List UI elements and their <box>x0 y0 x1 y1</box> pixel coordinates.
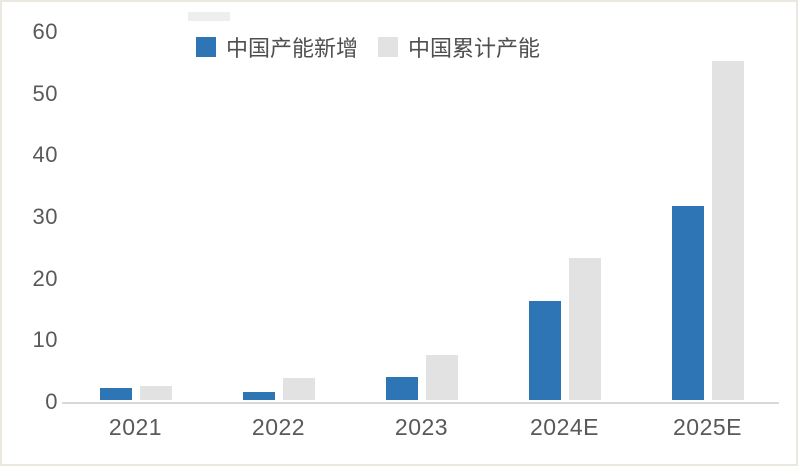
legend-label: 中国产能新增 <box>226 36 359 61</box>
x-axis-label-2022: 2022 <box>251 414 306 440</box>
bar-cumulative-capacity-2022 <box>283 378 315 400</box>
y-tick-label: 40 <box>32 142 58 168</box>
bar-new-capacity-2023 <box>386 377 418 400</box>
y-tick-label: 10 <box>32 327 58 353</box>
y-tick-label: 50 <box>32 80 58 106</box>
y-tick-label: 30 <box>32 204 58 229</box>
stray-artifact <box>188 12 230 21</box>
legend-label: 中国累计产能 <box>408 36 541 61</box>
bar-cumulative-capacity-2025E <box>712 61 744 400</box>
bar-new-capacity-2021 <box>100 388 132 400</box>
bar-new-capacity-2024E <box>529 301 561 400</box>
bar-cumulative-capacity-2024E <box>569 258 601 400</box>
x-axis-label-2021: 2021 <box>108 414 163 440</box>
bar-cumulative-capacity-2023 <box>426 355 458 400</box>
bar-new-capacity-2025E <box>672 206 704 400</box>
y-tick-label: 20 <box>32 265 58 291</box>
x-axis-line <box>62 402 779 404</box>
x-axis-label-2023: 2023 <box>394 414 449 440</box>
legend-swatch-icon <box>378 37 399 57</box>
legend-swatch-icon <box>196 37 216 57</box>
y-tick-label: 0 <box>45 389 58 414</box>
bar-cumulative-capacity-2021 <box>140 386 172 400</box>
legend-item: 中国产能新增 <box>196 31 358 63</box>
x-axis-label-2024E: 2024E <box>529 414 599 440</box>
y-tick-label: 60 <box>32 19 58 44</box>
bar-new-capacity-2022 <box>243 392 275 400</box>
legend-item: 中国累计产能 <box>378 31 540 63</box>
x-axis-label-2025E: 2025E <box>672 414 742 440</box>
chart-legend: 中国产能新增 中国累计产能 <box>196 31 550 63</box>
